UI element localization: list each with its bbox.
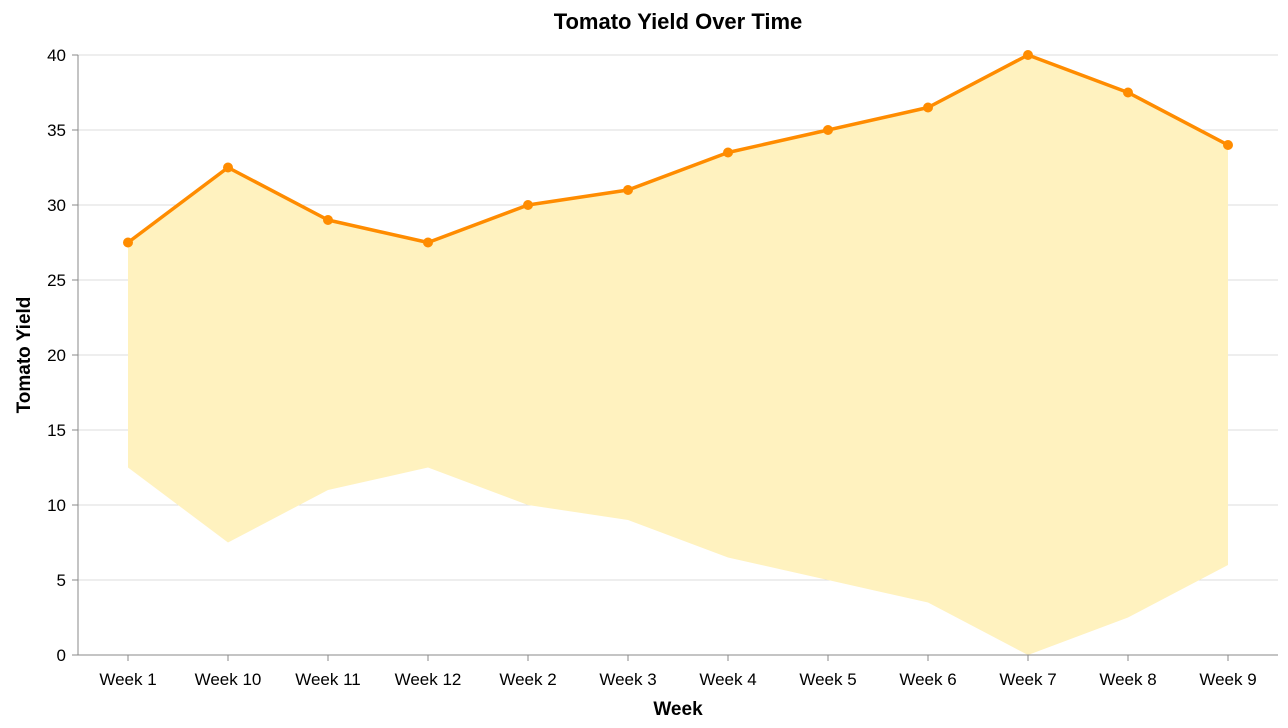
y-tick-label: 35 <box>47 121 66 140</box>
x-tick-label: Week 7 <box>999 670 1056 689</box>
x-tick-label: Week 4 <box>699 670 756 689</box>
x-tick-label: Week 11 <box>295 670 361 689</box>
x-tick-label: Week 3 <box>599 670 656 689</box>
data-point[interactable] <box>423 237 433 248</box>
tick-labels: 0 5 10 15 20 25 30 35 40 Week 1 Week 10 Week 11 Week… <box>47 46 1257 689</box>
chart-title: Tomato Yield Over Time <box>554 9 803 34</box>
data-point[interactable] <box>823 125 833 135</box>
yield-range-band <box>128 55 1228 655</box>
y-tick-label: 5 <box>57 571 66 590</box>
data-point[interactable] <box>623 185 633 195</box>
x-tick-label: Week 9 <box>1199 670 1256 689</box>
series-line <box>126 53 1229 245</box>
data-point[interactable] <box>1123 87 1133 98</box>
y-tick-label: 25 <box>47 271 66 290</box>
data-point[interactable] <box>223 162 233 173</box>
x-tick-label: Week 10 <box>195 670 262 689</box>
data-point[interactable] <box>323 215 333 225</box>
y-tick-label: 40 <box>47 46 66 65</box>
data-point[interactable] <box>1223 140 1233 150</box>
data-point[interactable] <box>123 237 133 248</box>
x-tick-label: Week 12 <box>395 670 462 689</box>
data-point[interactable] <box>523 200 533 210</box>
y-axis-title: Tomato Yield <box>14 297 35 414</box>
data-point[interactable] <box>923 102 933 113</box>
data-point[interactable] <box>1023 50 1033 60</box>
x-tick-label: Week 8 <box>1099 670 1156 689</box>
yield-series <box>123 50 1233 248</box>
x-tick-label: Week 1 <box>99 670 156 689</box>
axes <box>72 54 1278 661</box>
y-tick-label: 0 <box>57 646 66 665</box>
y-tick-label: 15 <box>47 421 66 440</box>
x-tick-label: Week 6 <box>899 670 956 689</box>
x-tick-label: Week 2 <box>499 670 556 689</box>
y-tick-label: 20 <box>47 346 66 365</box>
yield-band-area <box>128 55 1228 655</box>
y-tick-label: 10 <box>47 496 66 515</box>
y-tick-label: 30 <box>47 196 66 215</box>
x-axis-title: Week <box>653 699 703 720</box>
x-tick-label: Week 5 <box>799 670 856 689</box>
data-point[interactable] <box>723 147 733 158</box>
